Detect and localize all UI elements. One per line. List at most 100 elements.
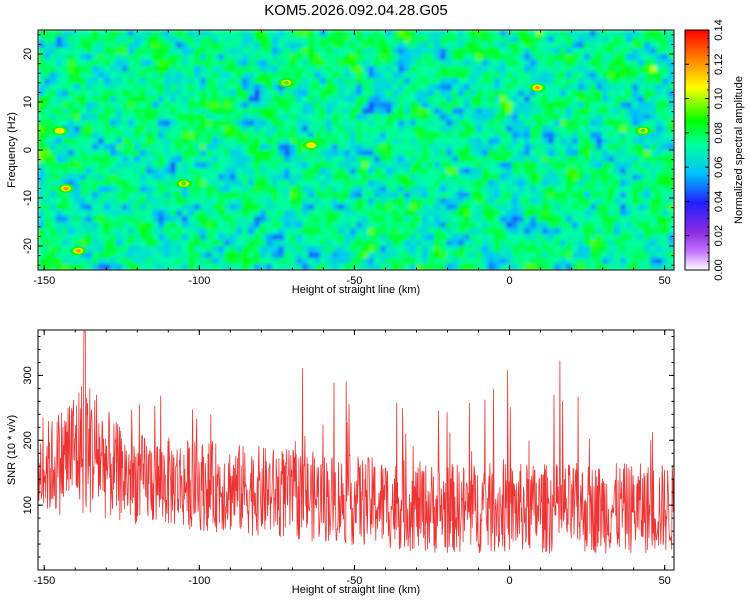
heatmap-cell <box>176 30 183 37</box>
heatmap-cell <box>158 216 165 223</box>
heatmap-cell <box>236 150 243 157</box>
heatmap-cell <box>464 252 471 259</box>
heatmap-cell <box>230 216 237 223</box>
heatmap-cell <box>662 228 669 235</box>
heatmap-cell <box>56 30 63 37</box>
heatmap-cell <box>140 228 147 235</box>
heatmap-cell <box>206 96 213 103</box>
heatmap-hotspot-core <box>534 85 541 90</box>
heatmap-cell <box>542 174 549 181</box>
heatmap-cell <box>572 210 579 217</box>
heatmap-cell <box>122 138 129 145</box>
heatmap-cell <box>488 264 495 270</box>
heatmap-cell <box>482 78 489 85</box>
heatmap-cell <box>38 144 45 151</box>
heatmap-cell <box>668 78 674 85</box>
heatmap-cell <box>50 144 57 151</box>
heatmap-cell <box>434 246 441 253</box>
heatmap-cell <box>518 258 525 265</box>
heatmap-cell <box>86 60 93 67</box>
heatmap-cell <box>452 246 459 253</box>
heatmap-cell <box>116 222 123 229</box>
heatmap-cell <box>320 36 327 43</box>
heatmap-cell <box>344 240 351 247</box>
heatmap-cell <box>392 216 399 223</box>
heatmap-cell <box>86 228 93 235</box>
heatmap-cell <box>446 156 453 163</box>
heatmap-cell <box>212 30 219 37</box>
heatmap-cell <box>452 204 459 211</box>
heatmap-cell <box>584 150 591 157</box>
heatmap-cell <box>338 198 345 205</box>
heatmap-cell <box>500 162 507 169</box>
heatmap-cell <box>176 258 183 265</box>
heatmap-cell <box>566 144 573 151</box>
heatmap-cell <box>482 210 489 217</box>
heatmap-cell <box>356 198 363 205</box>
heatmap-cell <box>458 156 465 163</box>
heatmap-cell <box>302 138 309 145</box>
heatmap-cell <box>446 72 453 79</box>
heatmap-cell <box>74 84 81 91</box>
heatmap-cell <box>320 96 327 103</box>
heatmap-cell <box>596 126 603 133</box>
heatmap-cell <box>68 108 75 115</box>
heatmap-cell <box>416 54 423 61</box>
heatmap-cell <box>38 168 45 175</box>
heatmap-cell <box>62 54 69 61</box>
heatmap-cell <box>218 96 225 103</box>
heatmap-cell <box>500 42 507 49</box>
heatmap-cell <box>80 126 87 133</box>
heatmap-cell <box>506 126 513 133</box>
heatmap-cell <box>104 114 111 121</box>
heatmap-cell <box>482 90 489 97</box>
heatmap-cell <box>110 144 117 151</box>
heatmap-cell <box>50 66 57 73</box>
heatmap-cell <box>332 60 339 67</box>
heatmap-cell <box>524 72 531 79</box>
heatmap-cell <box>416 150 423 157</box>
heatmap-cell <box>446 120 453 127</box>
heatmap-cell <box>668 228 674 235</box>
heatmap-cell <box>632 168 639 175</box>
heatmap-cell <box>560 222 567 229</box>
heatmap-cell <box>140 60 147 67</box>
heatmap-cell <box>116 252 123 259</box>
heatmap-cell <box>314 204 321 211</box>
heatmap-cell <box>194 162 201 169</box>
heatmap-cell <box>506 66 513 73</box>
heatmap-cell <box>278 102 285 109</box>
heatmap-cell <box>128 252 135 259</box>
heatmap-cell <box>470 240 477 247</box>
heatmap-cell <box>122 228 129 235</box>
heatmap-cell <box>50 102 57 109</box>
heatmap-cell <box>338 156 345 163</box>
heatmap-cell <box>566 174 573 181</box>
heatmap-cell <box>284 174 291 181</box>
heatmap-cell <box>194 108 201 115</box>
heatmap-cell <box>458 210 465 217</box>
heatmap-cell <box>344 162 351 169</box>
heatmap-cell <box>500 108 507 115</box>
heatmap-cell <box>374 222 381 229</box>
heatmap-cell <box>410 96 417 103</box>
heatmap-cell <box>524 228 531 235</box>
heatmap-cell <box>164 240 171 247</box>
heatmap-cell <box>548 168 555 175</box>
heatmap-cell <box>632 174 639 181</box>
heatmap-cell <box>434 78 441 85</box>
heatmap-cell <box>242 66 249 73</box>
heatmap-cell <box>134 54 141 61</box>
heatmap-cell <box>128 126 135 133</box>
heatmap-cell <box>188 174 195 181</box>
heatmap-cell <box>164 168 171 175</box>
heatmap-cell <box>416 36 423 43</box>
heatmap-cell <box>278 84 285 91</box>
heatmap-cell <box>524 210 531 217</box>
heatmap-cell <box>566 180 573 187</box>
heatmap-cell <box>392 222 399 229</box>
heatmap-cell <box>212 204 219 211</box>
heatmap-cell <box>512 144 519 151</box>
heatmap-cell <box>356 66 363 73</box>
heatmap-cell <box>440 54 447 61</box>
